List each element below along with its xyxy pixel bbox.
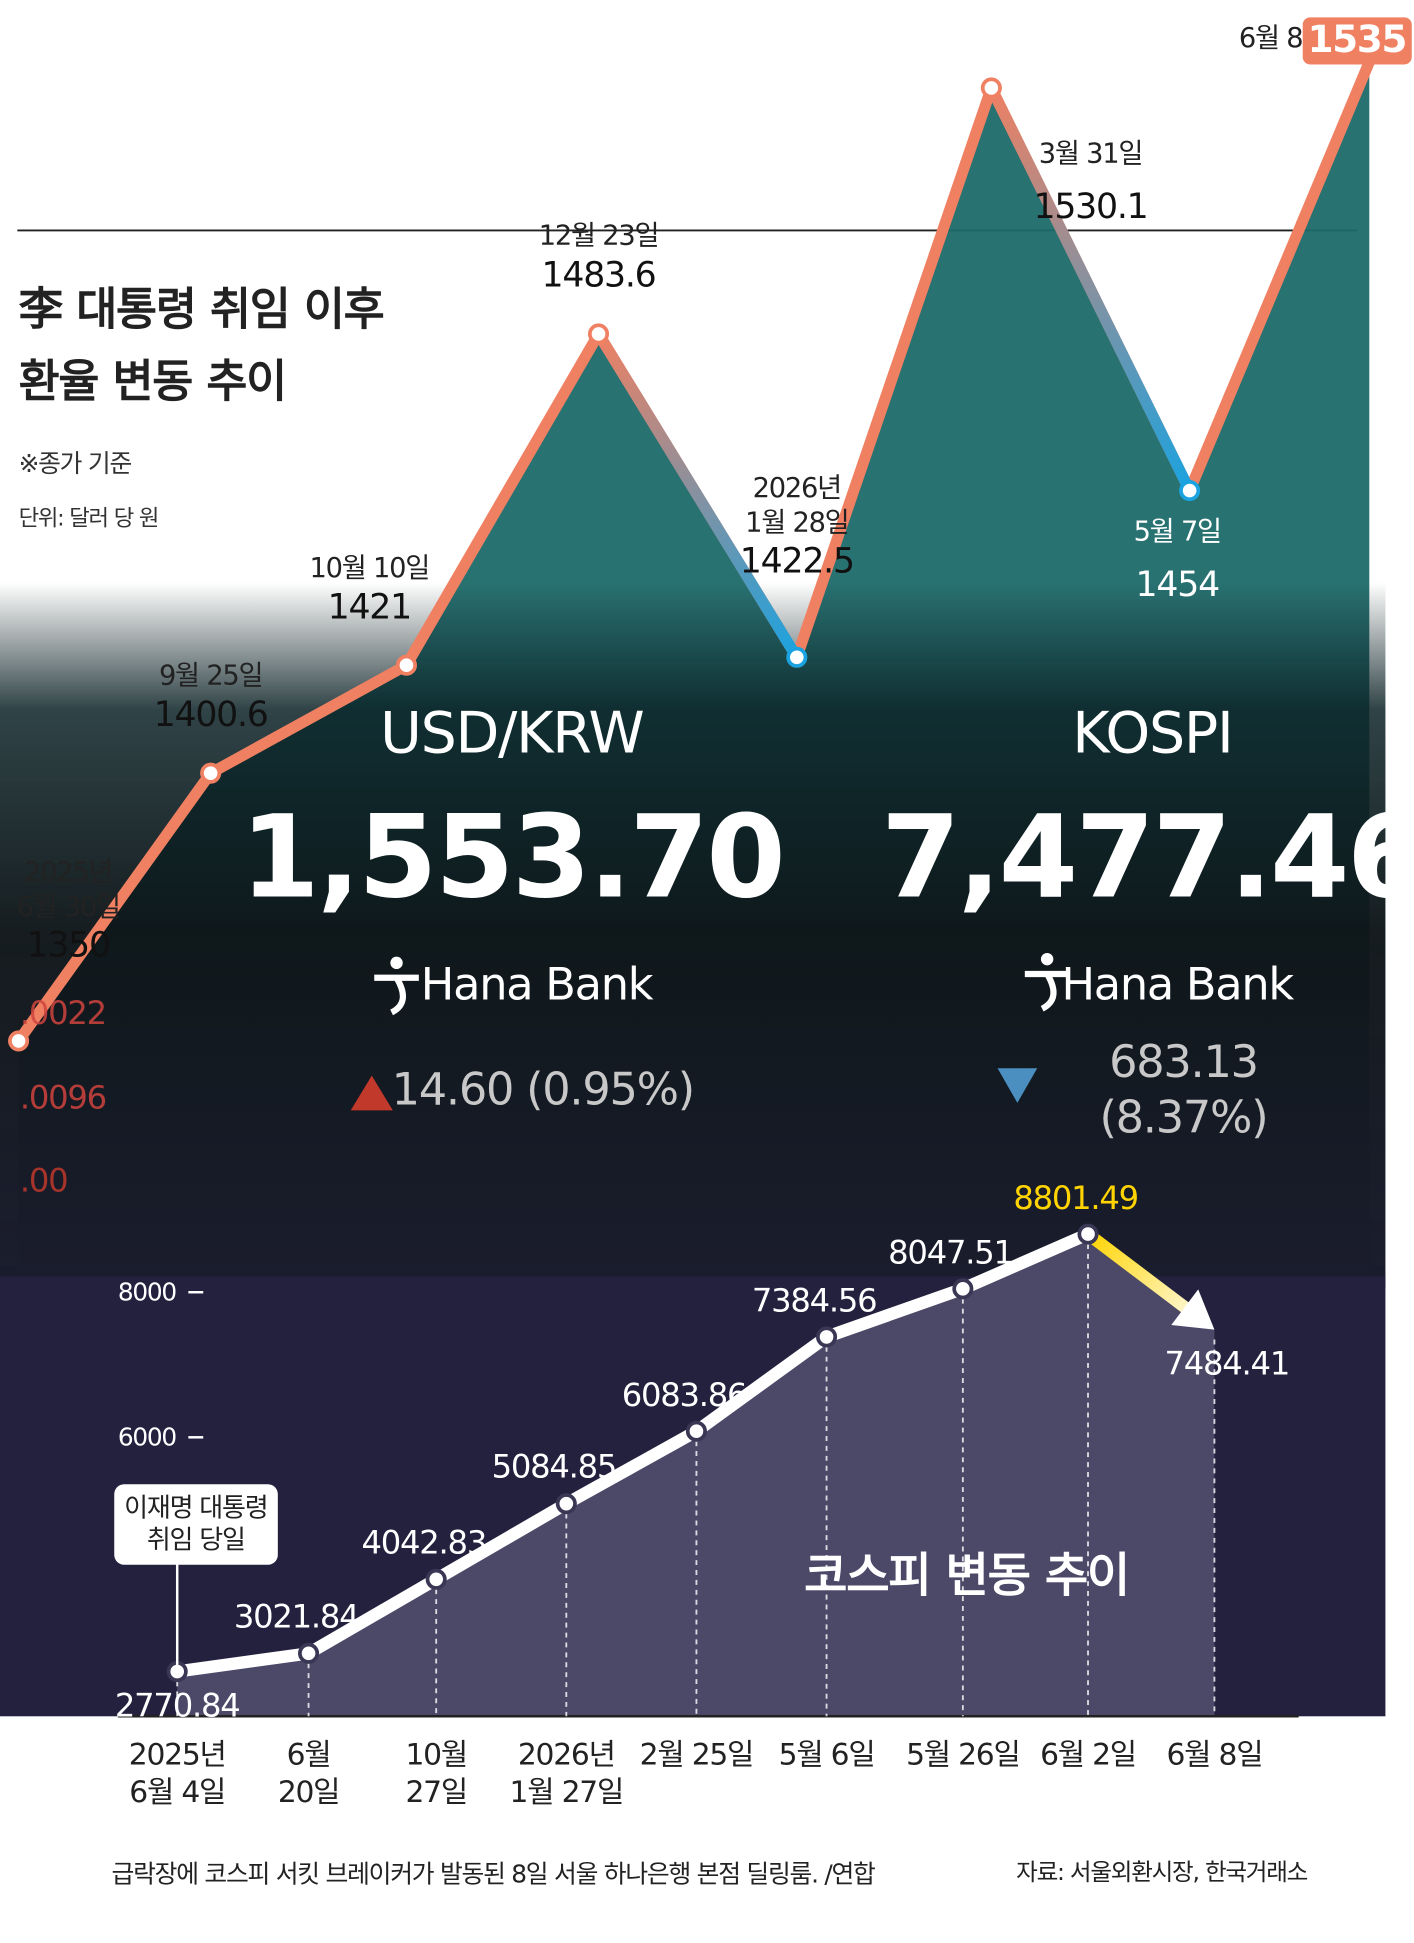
- date-label: 2026년 1월 28일: [745, 473, 850, 539]
- value-label: 1483.6: [541, 254, 657, 296]
- kospi-point: [555, 1493, 577, 1515]
- date-label: 12월 23일: [538, 221, 660, 253]
- caption: 급락장에 코스피 서킷 브레이커가 발동된 8일 서울 하나은행 본점 딜링룸.…: [111, 1858, 876, 1889]
- chart-title: 李 대통령 취임 이후 환율 변동 추이: [18, 285, 385, 408]
- value-label: 7384.56: [751, 1282, 878, 1321]
- date-label: 9월 25일: [158, 661, 264, 692]
- x-tick-label: 2월 25일: [639, 1737, 755, 1773]
- x-tick-label: 6월 20일: [277, 1737, 341, 1810]
- change: 683.13 (8.37%): [1099, 1037, 1268, 1144]
- logo-dot: [390, 956, 403, 970]
- decline-segment: [592, 328, 803, 663]
- price: 1,553.70: [240, 791, 785, 924]
- date-label: 5월 7일: [1133, 516, 1223, 548]
- brand: Hana Bank: [1061, 959, 1294, 1011]
- y-tick-label: 6000: [117, 1421, 177, 1452]
- x-tick-label: 6월 2일: [1040, 1737, 1137, 1773]
- kospi-point: [1077, 1223, 1099, 1245]
- change-triangle: [350, 1075, 393, 1111]
- brand: Hana Bank: [420, 959, 654, 1011]
- value-label: 1535: [1302, 17, 1412, 64]
- kospi-point: [685, 1420, 707, 1442]
- value-label: 1421: [327, 585, 413, 627]
- screen-number: .0022: [19, 995, 107, 1033]
- value-label: 5084.85: [491, 1449, 618, 1487]
- date-label: 2025년 6월 30일: [16, 857, 121, 923]
- x-tick-label: 2026년 1월 27일: [509, 1737, 625, 1810]
- rate-point: [786, 646, 808, 668]
- decline-segment: [1084, 1229, 1197, 1319]
- ticker: KOSPI: [1072, 699, 1234, 767]
- arrow-head: [1171, 1289, 1215, 1330]
- logo-mark: [1024, 970, 1070, 1012]
- kospi-point: [425, 1568, 447, 1590]
- source: 자료: 서울외환시장, 한국거래소: [1016, 1858, 1308, 1887]
- decline-segment: [985, 82, 1196, 497]
- x-tick-label: 6월 8일: [1166, 1737, 1264, 1773]
- kospi-point: [952, 1278, 974, 1300]
- date-label: 10월 10일: [309, 553, 431, 585]
- ticker: USD/KRW: [380, 699, 645, 767]
- value-label: 1530.1: [1033, 185, 1149, 227]
- x-tick-label: 5월 26일: [906, 1737, 1021, 1773]
- logo-mark: [374, 974, 419, 1016]
- value-label: 8047.51: [888, 1234, 1014, 1273]
- note: ※종가 기준: [18, 448, 133, 479]
- date-label: 3월 31일: [1038, 138, 1144, 170]
- screen-number: .00: [19, 1162, 69, 1201]
- photo-band: [0, 582, 1386, 1289]
- change: 14.60 (0.95%): [391, 1065, 696, 1116]
- price: 7,477.46: [881, 791, 1414, 924]
- x-tick-label: 10월 27일: [405, 1737, 468, 1810]
- rate-point: [8, 1030, 30, 1052]
- logo-dot: [1040, 952, 1054, 966]
- rate-point: [588, 323, 610, 345]
- value-label: 4042.83: [361, 1525, 488, 1563]
- value-label: 1454: [1135, 563, 1221, 605]
- unit: 단위: 달러 당 원: [18, 505, 160, 532]
- rate-point: [200, 762, 222, 784]
- annotation: 이재명 대통령 취임 당일: [114, 1484, 278, 1565]
- value-label: 3021.84: [233, 1599, 360, 1637]
- value-label: 1422.5: [739, 540, 855, 582]
- value-label: 2770.84: [114, 1687, 241, 1725]
- value-label: 1400.6: [153, 693, 269, 735]
- kospi-line: [176, 1228, 1091, 1678]
- x-tick-label: 5월 6일: [778, 1737, 876, 1773]
- rate-point: [395, 654, 417, 676]
- chart-title: 코스피 변동 추이: [804, 1548, 1130, 1603]
- value-label: 7484.41: [1164, 1345, 1291, 1383]
- rate-point: [1179, 480, 1201, 502]
- value-label: 6083.86: [621, 1377, 748, 1415]
- y-tick-label: 8000: [117, 1276, 177, 1307]
- x-tick-label: 2025년 6월 4일: [128, 1737, 227, 1810]
- kospi-point: [816, 1326, 838, 1348]
- value-label: 8801.49: [1013, 1180, 1139, 1218]
- change-triangle: [997, 1068, 1038, 1103]
- screen-number: .0096: [19, 1079, 107, 1118]
- value-label: 1350: [26, 924, 111, 966]
- rate-point: [980, 77, 1002, 99]
- kospi-point: [298, 1642, 320, 1664]
